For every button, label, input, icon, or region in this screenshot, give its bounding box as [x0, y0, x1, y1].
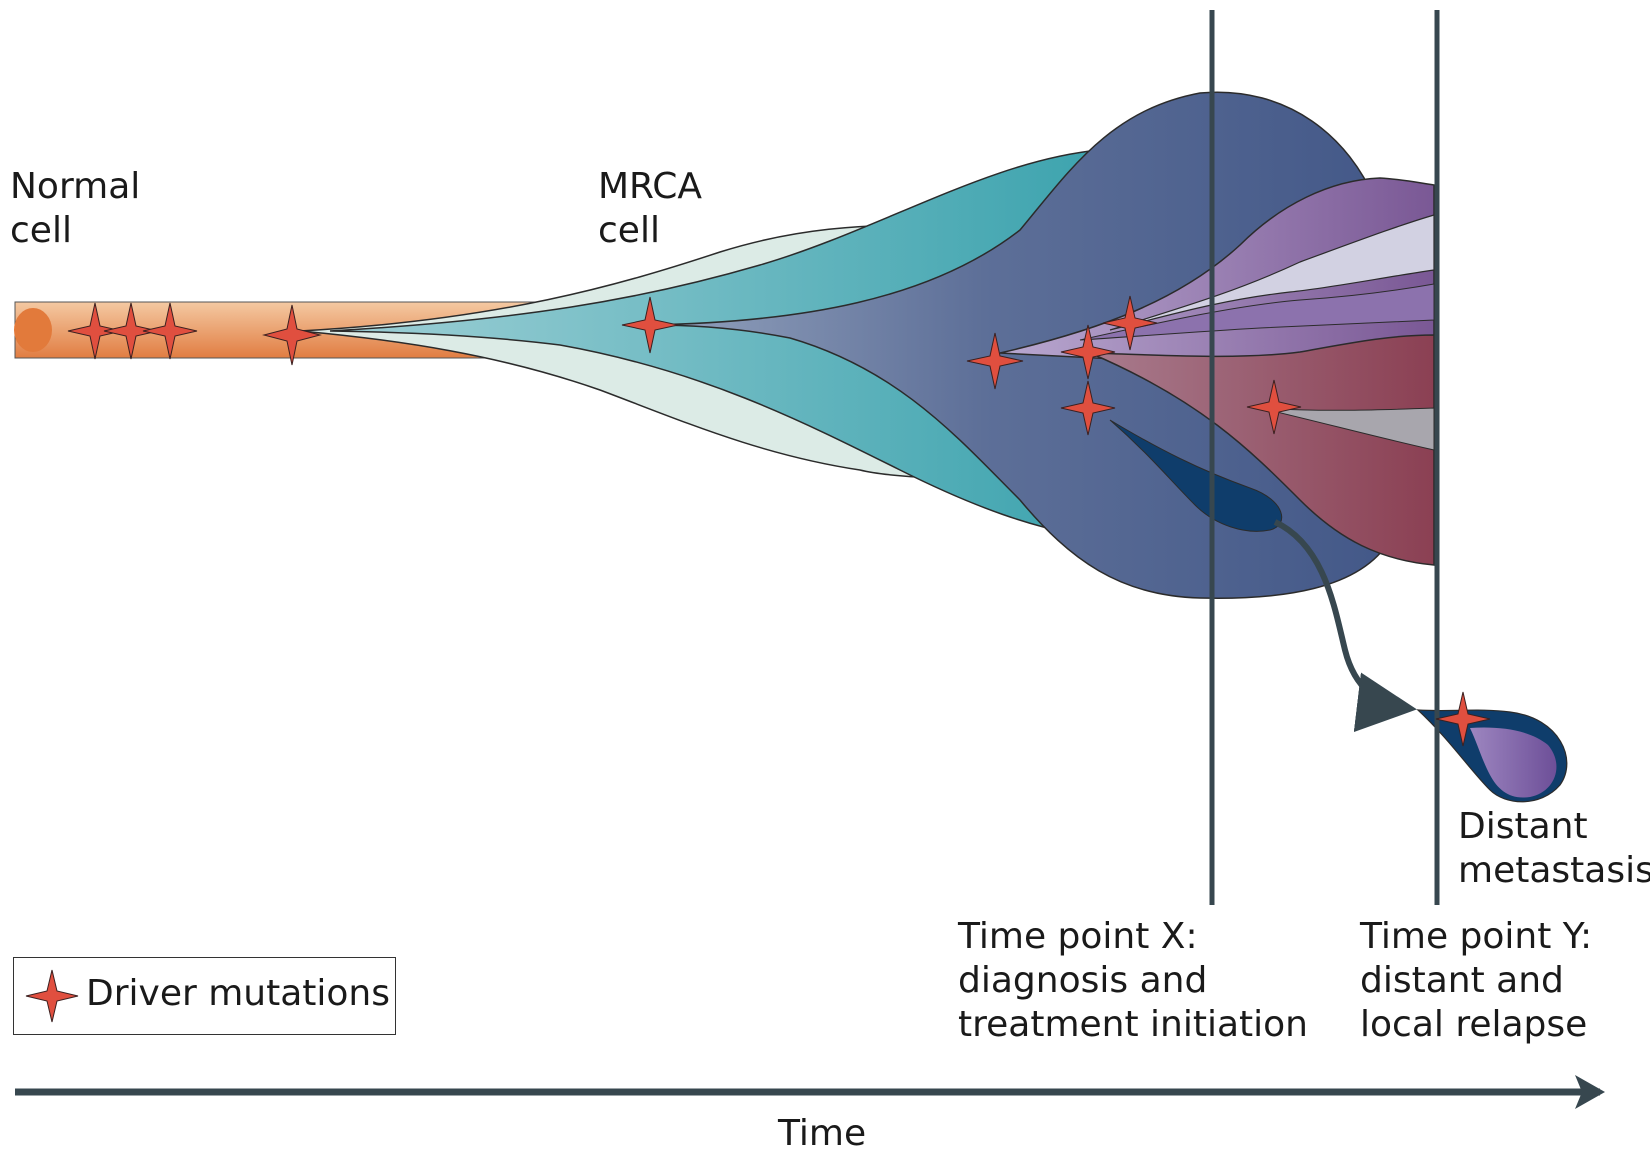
distant-metastasis-label: Distant metastasis	[1458, 806, 1650, 891]
star-icon	[1246, 379, 1302, 435]
time-axis-arrowhead	[1575, 1075, 1605, 1109]
star-icon	[621, 296, 679, 354]
time-axis-label: Time	[778, 1113, 867, 1154]
subclone-lavender	[1109, 214, 1435, 331]
legend: Driver mutations	[13, 957, 396, 1035]
distant-metastasis-core	[1470, 727, 1557, 798]
star-icon	[67, 302, 123, 360]
mrca-cell-label: MRCA cell	[598, 166, 703, 251]
star-icon	[1102, 295, 1158, 351]
time-point-x-label: Time point X: diagnosis and treatment in…	[958, 916, 1308, 1045]
metastatic-seed-clone	[1109, 419, 1283, 532]
normal-cell-nucleus	[14, 308, 52, 352]
star-icon	[25, 969, 79, 1023]
star-icon	[103, 302, 159, 360]
legend-driver-mutations: Driver mutations	[86, 973, 390, 1014]
subclone-maroon	[1089, 334, 1435, 566]
metastasis-arrow	[1273, 519, 1417, 733]
normal-cell-label: Normal cell	[10, 166, 141, 251]
star-icon	[966, 332, 1024, 390]
driver-mutation-stars	[67, 295, 1491, 747]
star-icon	[1060, 324, 1116, 380]
star-icon	[1060, 380, 1116, 436]
star-icon	[1435, 691, 1491, 747]
time-point-y-label: Time point Y: distant and local relapse	[1360, 916, 1593, 1045]
star-icon	[142, 302, 198, 360]
star-icon	[262, 304, 322, 366]
subclone-grey	[1259, 407, 1435, 451]
subclone-purple-inner	[1079, 283, 1435, 341]
